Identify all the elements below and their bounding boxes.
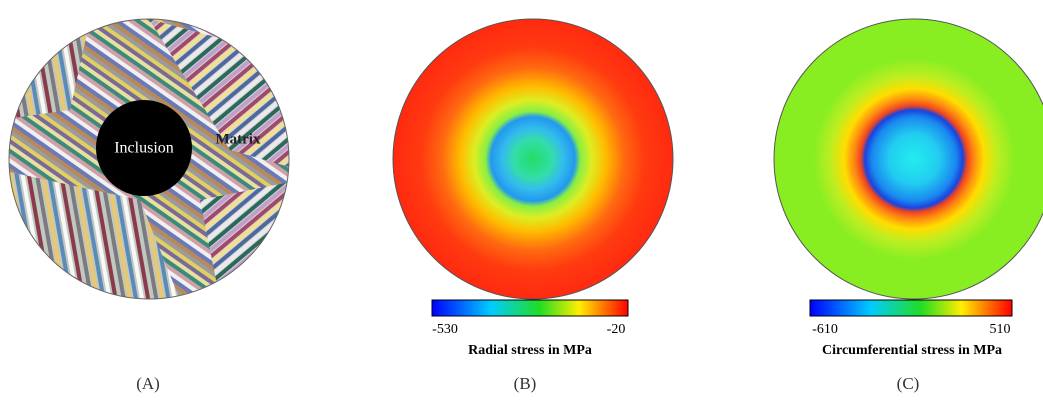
colorbar-min: -610 (812, 322, 838, 337)
panel-label: (B) (514, 374, 537, 393)
colorbar-max: 510 (990, 322, 1011, 337)
panel-label: (A) (136, 374, 160, 393)
matrix-boundary (8, 18, 290, 300)
radial-stress-map (392, 18, 674, 300)
colorbar-min: -530 (432, 322, 458, 337)
matrix-label: Matrix (216, 131, 261, 147)
colorbar (809, 299, 1013, 317)
inclusion (96, 100, 192, 196)
circumferential-stress-map (773, 18, 1043, 300)
inclusion-label: Inclusion (114, 140, 174, 157)
colorbar-max: -20 (607, 322, 626, 337)
colorbar (431, 299, 629, 317)
colorbar-title: Radial stress in MPa (468, 343, 592, 358)
colorbar-title: Circumferential stress in MPa (822, 343, 1002, 358)
panel-label: (C) (897, 374, 920, 393)
